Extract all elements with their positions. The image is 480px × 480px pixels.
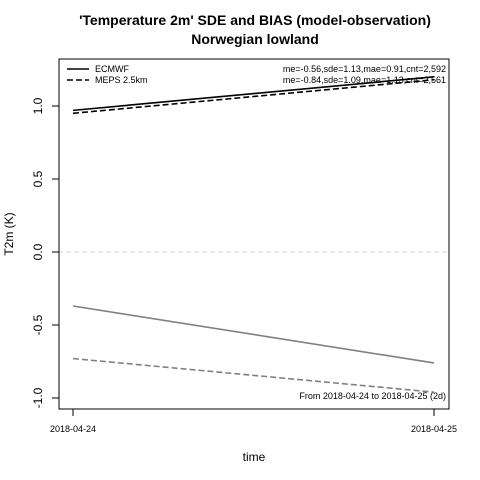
legend-label-meps: MEPS 2.5km bbox=[95, 75, 148, 85]
y-axis-label: T2m (K) bbox=[2, 212, 16, 255]
chart-subtitle: Norwegian lowland bbox=[191, 31, 319, 47]
period-note: From 2018-04-24 to 2018-04-25 (2d) bbox=[299, 391, 446, 401]
legend: ECMWF MEPS 2.5km bbox=[67, 64, 148, 85]
stats-line-meps: me=-0.84,sde=1.09,mae=1.13,cnt=2,561 bbox=[283, 75, 446, 85]
y-tick-label: 1.0 bbox=[31, 97, 45, 114]
series-line-sde-ecmwf bbox=[72, 76, 435, 112]
x-axis-label: time bbox=[243, 450, 266, 464]
legend-label-ecmwf: ECMWF bbox=[95, 64, 129, 74]
y-axis: 1.0 0.5 0.0 -0.5 -1.0 bbox=[31, 97, 60, 408]
x-tick-label: 2018-04-25 bbox=[411, 424, 457, 434]
y-tick-label: 0.0 bbox=[31, 243, 45, 260]
series-layer bbox=[59, 76, 449, 393]
chart-title: 'Temperature 2m' SDE and BIAS (model-obs… bbox=[79, 12, 431, 28]
x-tick-label: 2018-04-24 bbox=[50, 424, 96, 434]
x-axis: 2018-04-24 2018-04-25 bbox=[50, 408, 457, 434]
y-tick-label: -1.0 bbox=[31, 387, 45, 408]
y-tick-label: -0.5 bbox=[31, 314, 45, 335]
series-line-bias-meps bbox=[72, 357, 435, 393]
series-line-sde-meps bbox=[72, 78, 435, 115]
stats-line-ecmwf: me=-0.56,sde=1.13,mae=0.91,cnt=2,592 bbox=[283, 64, 446, 74]
series-line-bias-ecmwf bbox=[72, 305, 435, 364]
y-tick-label: 0.5 bbox=[31, 170, 45, 187]
